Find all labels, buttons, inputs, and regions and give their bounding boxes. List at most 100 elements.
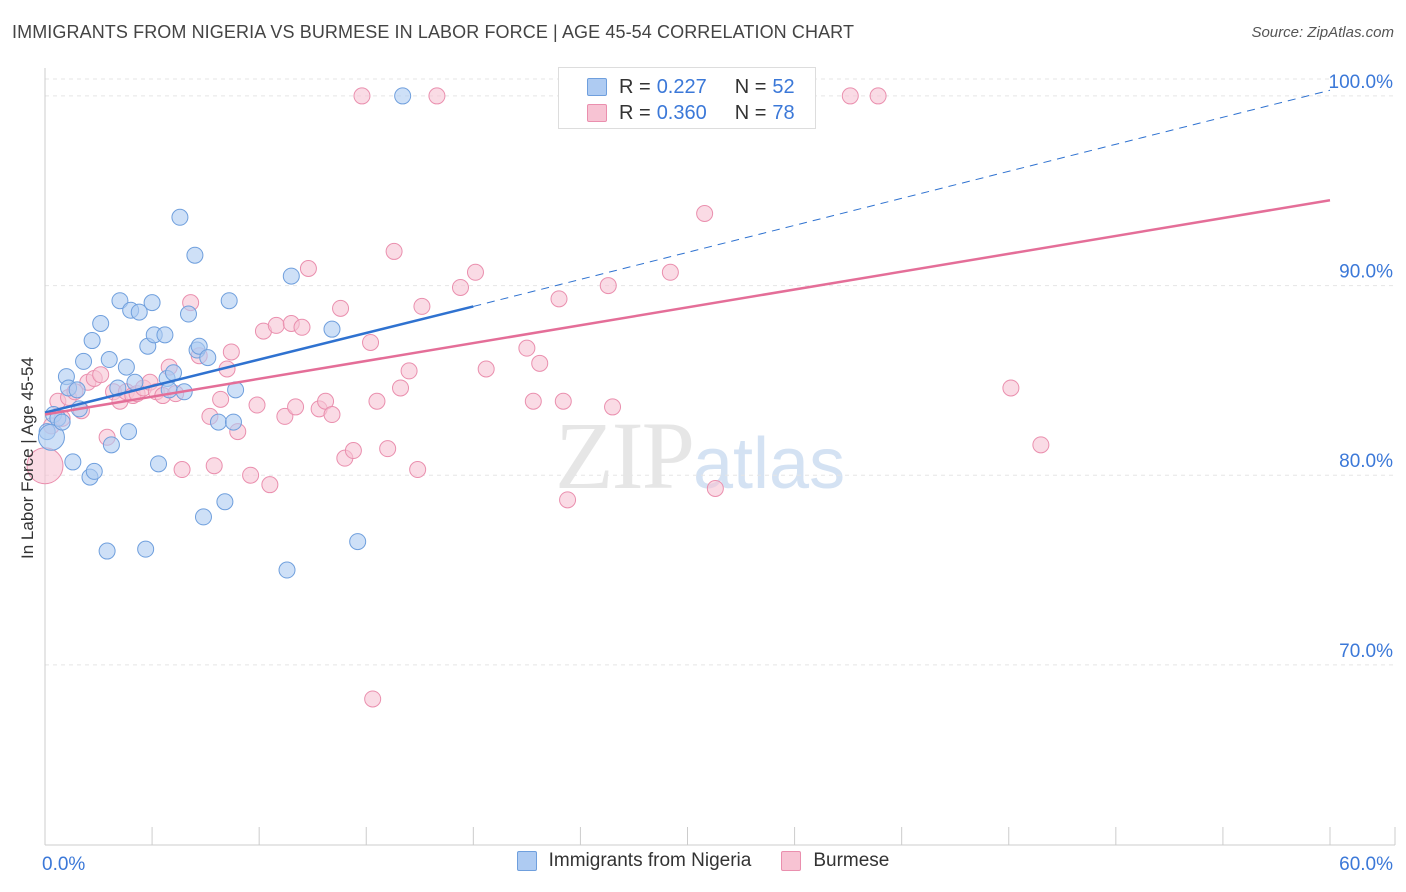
burmese-point [92, 366, 110, 384]
nigeria-point [224, 413, 242, 431]
nigeria-point [137, 540, 155, 558]
burmese-point [413, 297, 431, 315]
n-value: 52 [772, 75, 795, 98]
burmese-point [518, 339, 536, 357]
r-value: 0.227 [656, 75, 707, 98]
n-value: 78 [772, 101, 795, 124]
burmese-point [524, 392, 542, 410]
nigeria-point [282, 267, 300, 285]
burmese-point [267, 316, 285, 334]
y-axis-label: In Labor Force | Age 45-54 [18, 357, 37, 559]
burmese-point [287, 398, 305, 416]
burmese-point [205, 457, 223, 475]
burmese-point [559, 491, 577, 509]
nigeria-point [109, 379, 127, 397]
watermark-zip: ZIP [555, 402, 695, 509]
burmese-point [379, 440, 397, 458]
nigeria-point [68, 381, 86, 399]
nigeria-point [92, 314, 110, 332]
burmese-point [323, 406, 341, 424]
burmese-point [222, 343, 240, 361]
burmese-point [841, 87, 859, 105]
r-value: 0.360 [656, 101, 707, 124]
burmese-point [248, 396, 266, 414]
legend-swatch-burmese [587, 104, 607, 122]
nigeria-point [100, 351, 118, 369]
burmese-point [554, 392, 572, 410]
burmese-point [599, 277, 617, 295]
nigeria-point [190, 337, 208, 355]
nigeria-point [209, 413, 227, 431]
legend-label-burmese: Burmese [813, 850, 890, 871]
x-tick-label: 0.0% [42, 854, 85, 875]
watermark: ZIPatlas [555, 400, 845, 511]
burmese-point [276, 407, 294, 425]
nigeria-point [102, 436, 120, 454]
burmese-point [550, 290, 568, 308]
burmese-point [392, 379, 410, 397]
burmese-point [385, 242, 403, 260]
source-credit: Source: ZipAtlas.com [1251, 24, 1394, 41]
legend-row-burmese: R = 0.360 N = 78 [587, 100, 795, 126]
nigeria-point [130, 303, 148, 321]
nigeria-point [220, 292, 238, 310]
nigeria-point [120, 423, 138, 441]
legend-row-nigeria: R = 0.227 N = 52 [587, 74, 795, 100]
burmese-point [344, 442, 362, 460]
burmese-point [261, 476, 279, 494]
nigeria-point [150, 455, 168, 473]
burmese-point [661, 263, 679, 281]
nigeria-point [171, 208, 189, 226]
burmese-point [400, 362, 418, 380]
nigeria-point [194, 508, 212, 526]
y-tick-label: 100.0% [1329, 72, 1394, 93]
chart-title: IMMIGRANTS FROM NIGERIA VS BURMESE IN LA… [12, 22, 855, 42]
legend-swatch-nigeria [587, 78, 607, 96]
burmese-trend-line [44, 198, 1331, 416]
burmese-point [531, 354, 549, 372]
nigeria-point [278, 561, 296, 579]
y-tick-label: 90.0% [1339, 262, 1393, 283]
legend-label-nigeria: Immigrants from Nigeria [548, 850, 752, 871]
nigeria-point [117, 358, 135, 376]
burmese-point [451, 278, 469, 296]
nigeria-trend-extension [473, 89, 1331, 307]
nigeria-point [143, 294, 161, 312]
burmese-point [364, 690, 382, 708]
burmese-point [477, 360, 495, 378]
burmese-point [353, 87, 371, 105]
series-legend: Immigrants from Nigeria Burmese [0, 850, 1406, 872]
r-label: R = [619, 75, 651, 98]
legend-item-burmese[interactable]: Burmese [781, 850, 889, 872]
nigeria-point [37, 423, 65, 451]
correlation-legend: R = 0.227 N = 52 R = 0.360 N = 78 [558, 67, 816, 129]
burmese-point [332, 299, 350, 317]
nigeria-point [75, 352, 93, 370]
burmese-point [466, 263, 484, 281]
nigeria-trend-line [44, 305, 474, 414]
burmese-point [368, 392, 386, 410]
legend-swatch-burmese [781, 851, 802, 871]
burmese-point [362, 333, 380, 351]
nigeria-point [64, 453, 82, 471]
nigeria-point [179, 305, 197, 323]
n-label: N = [734, 101, 767, 124]
burmese-point [706, 479, 724, 497]
y-tick-label: 70.0% [1339, 641, 1393, 662]
burmese-point [1002, 379, 1020, 397]
burmese-point [869, 87, 887, 105]
y-tick-label: 80.0% [1339, 451, 1393, 472]
burmese-point [409, 461, 427, 479]
nigeria-point [53, 413, 71, 431]
nigeria-point [83, 332, 101, 350]
nigeria-point [186, 246, 204, 264]
burmese-point [293, 318, 311, 336]
legend-swatch-nigeria [516, 851, 537, 871]
nigeria-point [394, 87, 412, 105]
x-tick-label: 60.0% [1339, 854, 1393, 875]
burmese-point [604, 398, 622, 416]
nigeria-point [349, 533, 367, 551]
burmese-point [299, 259, 317, 277]
legend-item-nigeria[interactable]: Immigrants from Nigeria [516, 850, 752, 872]
